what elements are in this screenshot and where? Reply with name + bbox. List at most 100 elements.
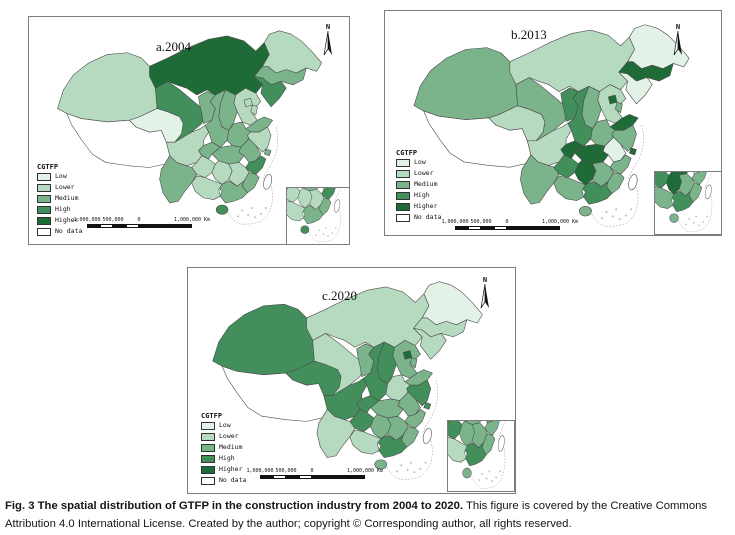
island-dot [237, 215, 239, 218]
island-dot [335, 227, 337, 229]
province-tianjin [250, 104, 258, 116]
sea-boundary-dashes [470, 447, 506, 489]
north-arrow-icon [480, 284, 489, 309]
province-shanghai [423, 402, 432, 410]
scale-bar: 1,000,000 500,000 0 1,000,000 Km [246, 468, 383, 484]
figure-caption: Fig. 3 The spatial distribution of GTFP … [5, 498, 731, 533]
legend-swatch [37, 173, 51, 181]
scale-label: 1,000,000 Km [346, 468, 384, 474]
legend-row: No data [396, 214, 441, 222]
scale-segment [87, 224, 100, 228]
province-guangxi [448, 436, 468, 463]
north-label: N [482, 276, 488, 284]
province-hubei [671, 172, 688, 176]
sea-boundary-dashes [385, 440, 433, 480]
island-dot [241, 209, 244, 212]
island-dot [702, 221, 704, 223]
province-tianjin [409, 357, 418, 369]
scale-bar: 1,000,000 500,000 0 1,000,000 Km [441, 219, 578, 235]
province-guangdong [581, 180, 613, 205]
legend-label: Lower [55, 183, 75, 192]
legend-label: Medium [414, 180, 438, 189]
province-taiwan [497, 435, 505, 452]
scale-bar-track [260, 475, 365, 479]
inset-map [287, 188, 341, 243]
north-label: N [675, 23, 681, 31]
province-hainan [374, 459, 388, 470]
legend-row: Lower [201, 433, 246, 441]
map-panel-2004: a.2004 N CGTFP Low Lower Medium High Higher No… [28, 16, 350, 245]
province-xinjiang [57, 52, 158, 123]
province-hainan [462, 467, 472, 479]
legend-row: No data [201, 477, 246, 485]
island-dot [601, 217, 604, 220]
province-hubei [574, 144, 609, 164]
legend-swatch [396, 192, 410, 200]
legend-swatch [396, 203, 410, 211]
legend-row: No data [37, 228, 82, 236]
province-shanghai [263, 148, 272, 156]
island-dot [706, 215, 708, 218]
legend-label: No data [414, 213, 442, 222]
sea-boundary-dashes [590, 186, 639, 227]
province-guizhou [448, 421, 463, 440]
province-hainan [300, 225, 310, 234]
island-dot [481, 473, 483, 475]
province-guangxi [191, 175, 223, 200]
province-jiangsu [406, 379, 432, 407]
scale-bar-track [87, 224, 192, 228]
island-dot [250, 207, 253, 209]
scale-segment [299, 475, 312, 479]
scale-segment [113, 224, 126, 228]
legend-label: High [219, 454, 235, 463]
scale-label: 1,000,000 [441, 219, 469, 225]
province-hubei [370, 398, 404, 419]
legend-label: Higher [414, 202, 438, 211]
scale-label: 1,000,000 Km [541, 219, 579, 225]
scale-label: 500,000 [275, 468, 297, 474]
legend-row: High [396, 192, 441, 200]
island-dot [499, 470, 501, 473]
legend-swatch [37, 228, 51, 236]
province-liaoning [413, 327, 447, 360]
province-guizhou [655, 172, 670, 189]
island-dot [605, 211, 608, 213]
legend-row: Medium [37, 195, 82, 203]
south-china-sea-inset [447, 420, 515, 492]
legend-row: Low [201, 422, 246, 430]
china-choropleth-map-2004 [57, 30, 322, 225]
legend-row: Medium [396, 181, 441, 189]
south-china-sea-inset [654, 171, 722, 235]
province-heilongjiang [421, 281, 483, 326]
province-taiwan [628, 174, 638, 191]
province-beijing [402, 350, 413, 360]
province-liaoning [253, 76, 287, 108]
province-guangdong [218, 180, 248, 204]
province-jiangsu [247, 126, 272, 153]
province-zhejiang [404, 409, 426, 429]
province-guizhou [287, 188, 301, 203]
province-zhejiang [321, 188, 336, 200]
legend-swatch [396, 214, 410, 222]
province-zhejiang [245, 155, 267, 175]
scale-label: 0 [505, 219, 509, 225]
sea-boundary-dashes [333, 188, 341, 204]
province-jiangsu [611, 124, 637, 152]
province-guangxi [349, 429, 382, 455]
scale-label: 500,000 [470, 219, 492, 225]
legend-label: Medium [55, 194, 79, 203]
island-dot [611, 215, 614, 218]
scale-segment [455, 226, 468, 230]
sea-boundary-dashes [677, 195, 713, 232]
island-dot [410, 461, 412, 464]
island-dot [406, 468, 409, 471]
sea-boundary-dashes [226, 185, 273, 225]
island-dot [254, 216, 256, 219]
north-arrow: N [477, 276, 493, 315]
scale-segment [260, 475, 273, 479]
legend-title: CGTFP [37, 163, 59, 171]
province-guangxi [287, 200, 306, 222]
island-dot [488, 470, 490, 473]
china-choropleth-map-2020 [212, 281, 483, 480]
island-dot [615, 208, 618, 211]
